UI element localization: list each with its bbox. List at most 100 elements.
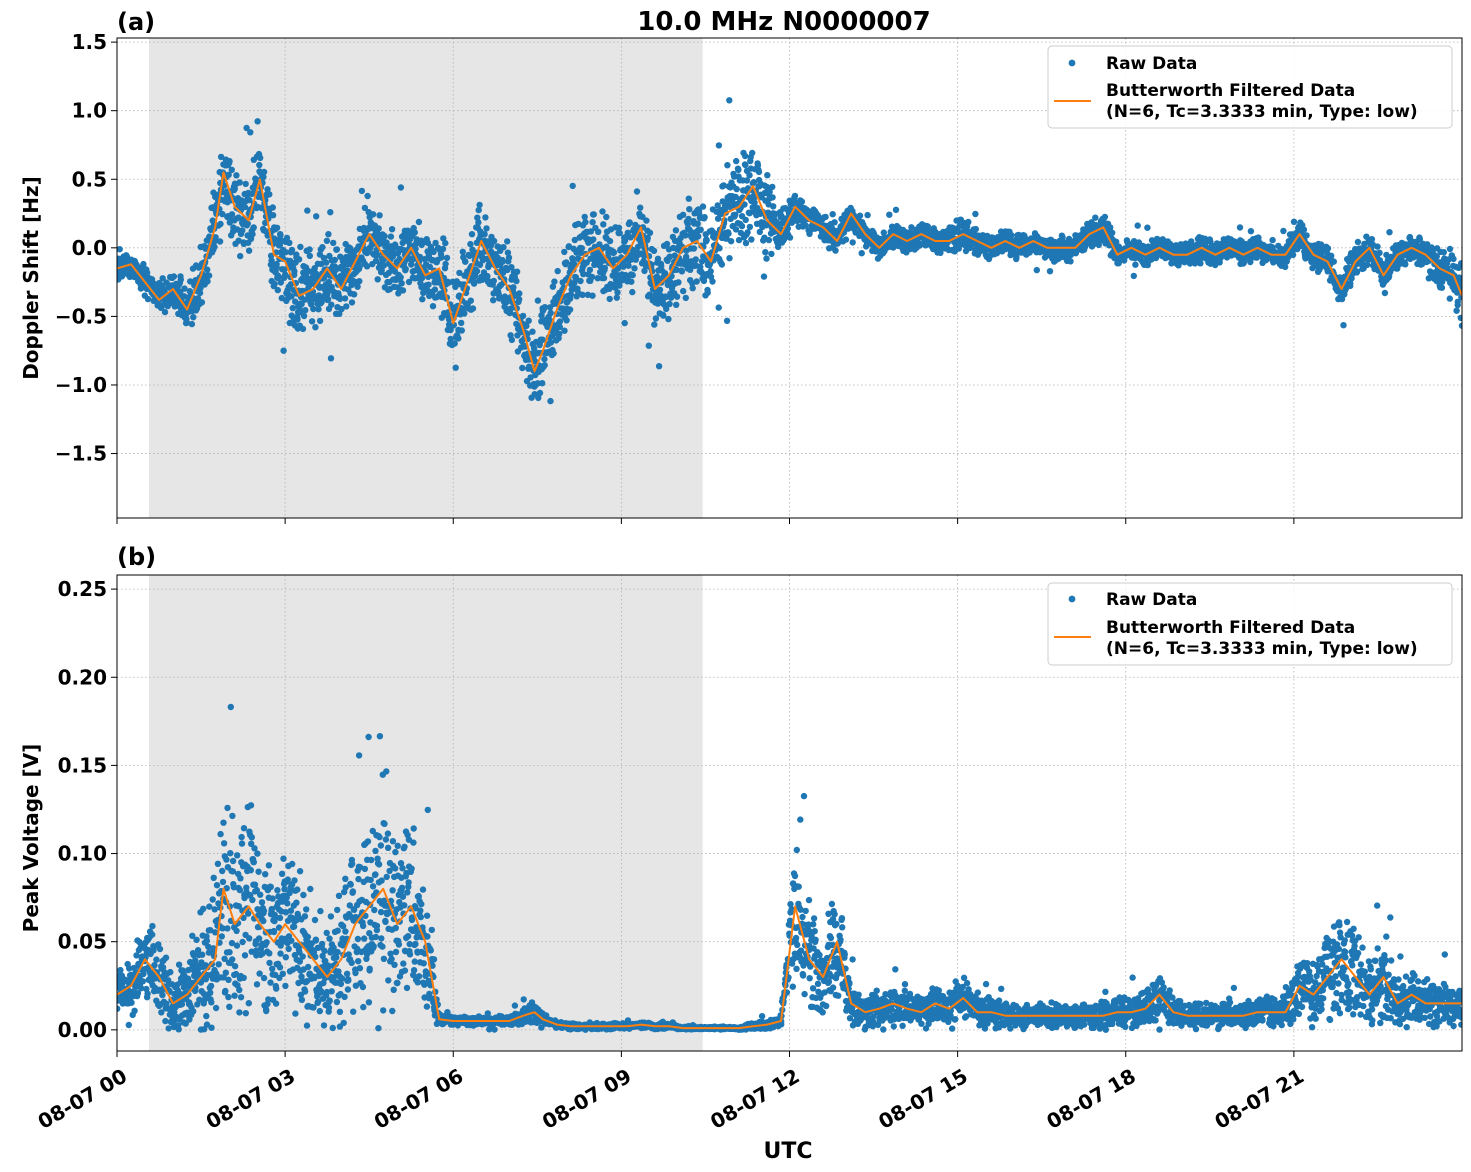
raw-point [229, 868, 237, 875]
raw-point [241, 952, 249, 959]
raw-point [284, 876, 291, 883]
raw-point [338, 975, 346, 982]
raw-point [539, 380, 546, 387]
raw-point [481, 231, 488, 238]
raw-point [358, 187, 366, 195]
raw-point [306, 246, 313, 253]
raw-point [723, 317, 731, 324]
raw-point [508, 264, 515, 271]
raw-point [193, 936, 200, 943]
raw-point [269, 965, 276, 972]
raw-point [513, 277, 520, 285]
raw-point [319, 952, 326, 960]
raw-point [770, 203, 777, 210]
raw-point [244, 220, 251, 227]
raw-point [318, 940, 326, 948]
raw-point [637, 204, 644, 211]
raw-point [547, 309, 554, 317]
y-axis-label-a: Doppler Shift [Hz] [19, 176, 43, 380]
raw-point [656, 286, 664, 293]
raw-point [199, 951, 206, 958]
raw-point [443, 254, 451, 262]
raw-point [294, 886, 301, 893]
raw-point [203, 1012, 210, 1020]
raw-point [338, 305, 345, 313]
raw-point [504, 249, 512, 256]
raw-point [655, 363, 663, 370]
raw-point [211, 243, 218, 251]
raw-point [402, 265, 409, 273]
raw-point [791, 192, 799, 200]
raw-point [682, 232, 689, 239]
raw-point [490, 277, 497, 285]
raw-point [231, 963, 239, 970]
raw-point [307, 885, 314, 893]
raw-point [765, 236, 773, 244]
raw-point [1092, 214, 1099, 221]
raw-point [159, 964, 167, 971]
y-tick-label-a-6: 1.5 [72, 30, 107, 54]
raw-point [284, 900, 291, 907]
raw-point [541, 355, 548, 363]
raw-point [634, 243, 642, 251]
raw-point [1376, 249, 1383, 256]
y-tick-label-a-4: 0.5 [72, 167, 107, 191]
raw-point [276, 964, 284, 971]
raw-point [344, 986, 352, 993]
raw-point [294, 316, 301, 323]
raw-point [302, 307, 309, 314]
raw-point [139, 978, 146, 985]
raw-point [715, 142, 723, 149]
raw-point [561, 248, 568, 256]
raw-point [312, 324, 319, 331]
raw-point [204, 266, 211, 273]
raw-point [461, 310, 468, 317]
raw-point [508, 336, 516, 344]
raw-point [183, 319, 190, 326]
raw-point [456, 269, 463, 277]
filtered-line-a [117, 171, 1462, 373]
raw-point [226, 157, 233, 165]
raw-point [1130, 272, 1138, 280]
raw-point [131, 1007, 138, 1014]
raw-point [589, 292, 596, 299]
raw-point [972, 225, 979, 233]
raw-point [308, 318, 316, 325]
raw-point [320, 1022, 328, 1029]
raw-point [582, 218, 589, 226]
raw-point [219, 867, 226, 875]
raw-point [225, 976, 232, 983]
raw-point [213, 970, 220, 977]
raw-point [217, 220, 224, 228]
raw-point [185, 991, 192, 998]
raw-point [229, 956, 236, 963]
raw-point [212, 234, 219, 241]
raw-point [324, 295, 332, 303]
raw-point [651, 321, 658, 328]
y-tick-label-a-2: −0.5 [55, 304, 107, 328]
raw-point [1134, 222, 1141, 229]
raw-point [262, 871, 269, 878]
raw-point [259, 950, 266, 957]
raw-point [536, 389, 544, 397]
raw-point [412, 245, 419, 252]
raw-point [590, 211, 597, 218]
raw-point [161, 308, 169, 316]
raw-point [644, 234, 651, 242]
raw-point [333, 998, 341, 1006]
raw-point [257, 154, 264, 162]
raw-point [227, 703, 234, 711]
raw-point [856, 212, 864, 219]
raw-point [519, 364, 526, 372]
raw-point [476, 261, 484, 268]
raw-point [299, 953, 306, 960]
raw-point [554, 267, 561, 275]
raw-point [660, 312, 667, 319]
raw-point [200, 905, 207, 912]
raw-point [246, 935, 253, 942]
raw-point [1300, 226, 1308, 233]
panel-a-plot: −1.5−1.0−0.50.00.51.01.5 [55, 30, 1463, 524]
raw-point [374, 276, 381, 283]
raw-point [205, 943, 212, 950]
raw-point [599, 208, 606, 215]
